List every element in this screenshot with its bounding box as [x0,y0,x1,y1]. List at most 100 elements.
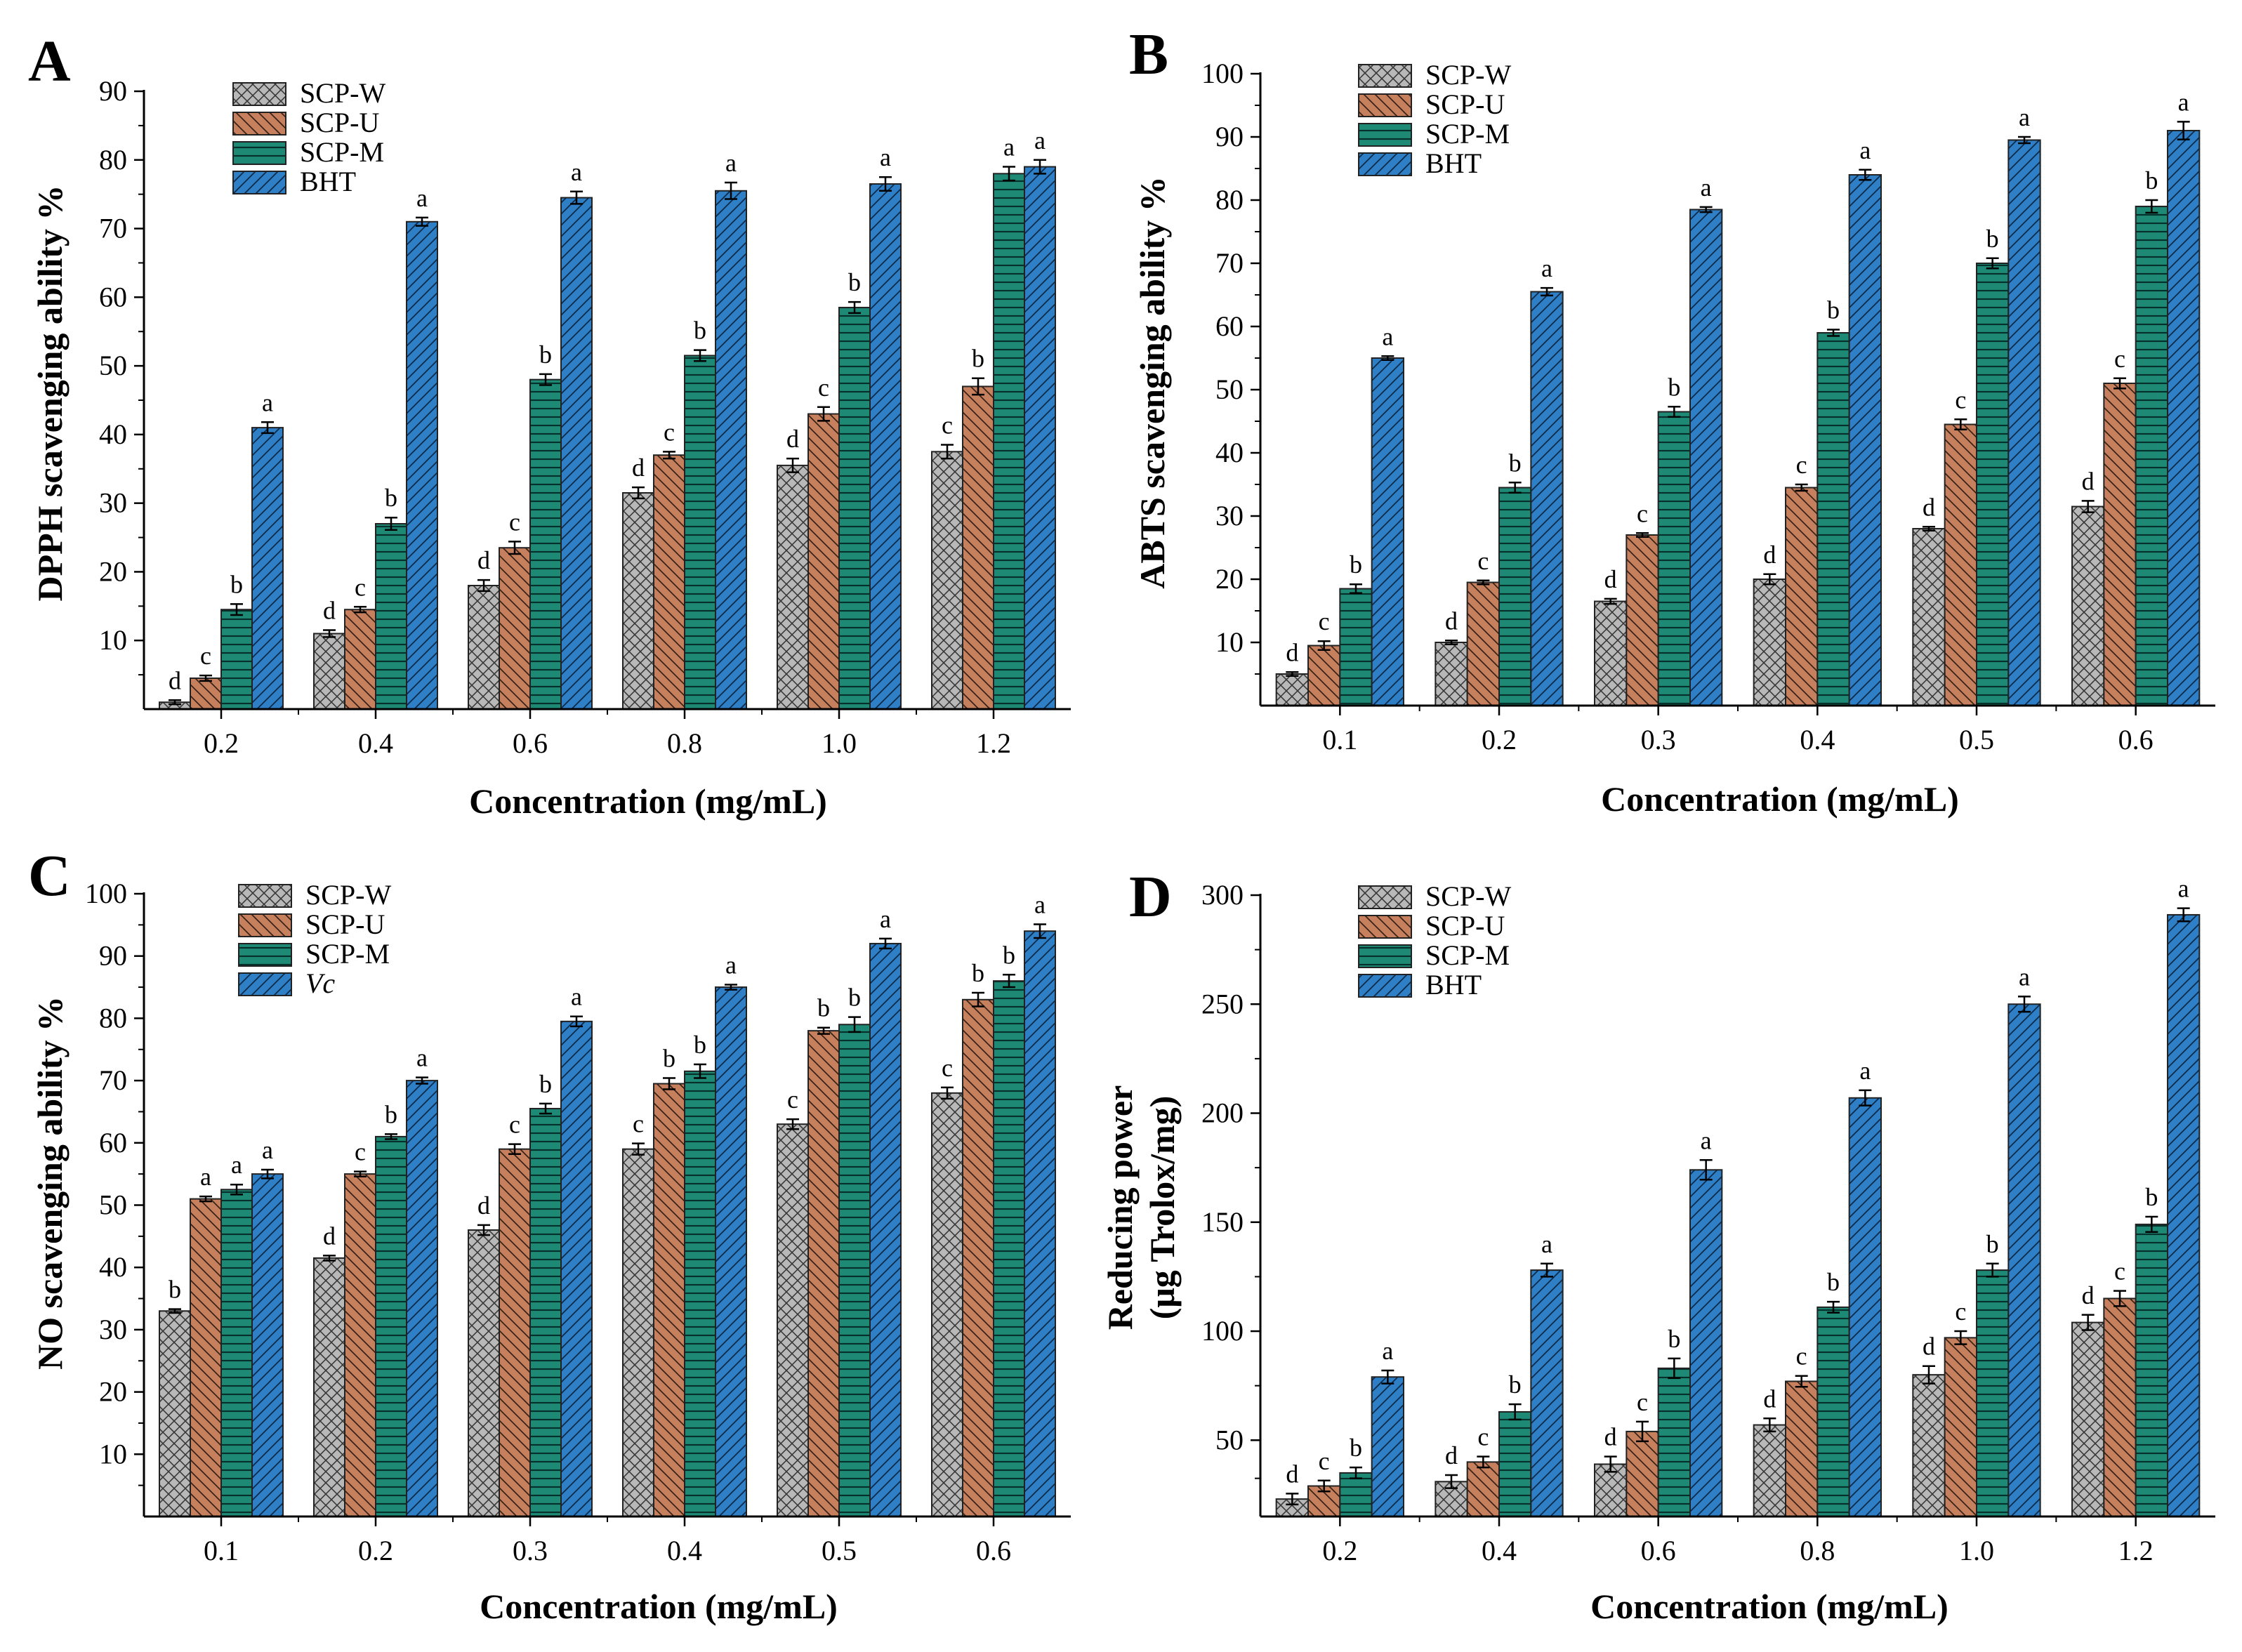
x-tick-label-B-0.5: 0.5 [1959,724,1994,755]
bar-B-bht-0.6 [2167,130,2201,706]
sig-letter-A-scp-u-0.6: c [509,508,520,536]
sig-letter-A-bht-0.8: a [725,149,737,177]
bar-C-scp-m-0.3 [529,1108,562,1517]
bar-C-vc-0.2 [406,1080,438,1517]
legend-label-A-scp-w: SCP-W [300,77,385,109]
bar-B-scp-w-0.4 [1753,579,1787,706]
sig-letter-D-scp-m-1.0: b [1986,1230,1999,1258]
sig-letter-A-scp-w-1.0: d [786,425,799,453]
sig-letter-B-bht-0.4: a [1859,136,1871,164]
sig-letter-C-scp-u-0.5: b [817,994,830,1022]
legend-swatch-B-bht [1358,152,1412,176]
bar-A-scp-m-0.6 [529,378,562,711]
bar-B-scp-m-0.3 [1657,411,1692,706]
sig-letter-C-scp-w-0.1: b [169,1276,181,1304]
bar-A-bht-0.4 [406,220,438,710]
bar-C-scp-w-0.6 [931,1092,963,1517]
legend-label-D-bht: BHT [1425,969,1482,1000]
y-tick-label-B-70: 70 [1215,247,1244,279]
bar-A-scp-u-1.0 [807,413,840,710]
sig-letter-B-scp-u-0.2: c [1477,547,1489,575]
legend-label-B-scp-u: SCP-U [1425,88,1505,120]
legend-swatch-D-bht [1358,974,1412,998]
bar-D-scp-m-0.4 [1498,1410,1532,1518]
bar-B-scp-w-0.2 [1435,642,1468,706]
x-tick-label-C-0.6: 0.6 [976,1535,1011,1566]
panel-C-letter: C [28,843,71,908]
sig-letter-A-scp-m-1.2: a [1003,133,1015,161]
bar-A-scp-m-0.8 [684,355,716,710]
bar-B-scp-m-0.1 [1339,588,1373,706]
sig-letter-C-scp-u-0.3: c [509,1111,520,1139]
sig-letter-D-scp-w-0.6: d [1604,1423,1617,1451]
bar-C-scp-u-0.4 [653,1083,685,1518]
x-tick-label-D-0.6: 0.6 [1641,1535,1676,1566]
y-tick-label-D-250: 250 [1201,988,1244,1019]
legend-label-C-scp-u: SCP-U [305,908,385,940]
bar-A-scp-w-1.2 [931,451,963,710]
sig-letter-C-scp-w-0.2: d [323,1222,336,1250]
bar-B-bht-0.1 [1371,357,1404,706]
y-tick-label-B-100: 100 [1201,58,1244,89]
bar-C-scp-m-0.4 [684,1070,716,1518]
x-tick-label-A-0.2: 0.2 [204,727,239,759]
sig-letter-C-scp-m-0.3: b [539,1070,552,1098]
x-tick-label-B-0.3: 0.3 [1641,724,1676,755]
legend-label-A-scp-u: SCP-U [300,107,379,138]
bar-C-scp-u-0.6 [962,998,994,1518]
sig-letter-B-scp-m-0.3: b [1668,373,1680,401]
sig-letter-C-scp-w-0.5: c [787,1085,798,1114]
legend-swatch-C-vc [238,972,292,996]
bar-D-bht-0.6 [1689,1169,1723,1518]
sig-letter-A-scp-u-1.0: c [818,374,829,402]
bar-D-scp-u-0.8 [1785,1380,1819,1517]
bar-A-scp-m-0.4 [375,523,407,710]
sig-letter-B-scp-w-0.3: d [1604,565,1617,593]
panel-A-x-title: Concentration (mg/mL) [469,781,827,821]
sig-letter-A-bht-0.2: a [262,388,273,416]
panel-B-x-title: Concentration (mg/mL) [1601,779,1959,819]
sig-letter-D-scp-m-0.6: b [1668,1325,1680,1353]
y-tick-label-D-150: 150 [1201,1206,1244,1238]
legend-label-B-scp-m: SCP-M [1425,118,1510,150]
bar-B-bht-0.2 [1530,291,1564,706]
sig-letter-B-bht-0.5: a [2019,103,2030,131]
sig-letter-A-scp-m-0.4: b [385,484,397,512]
bar-A-scp-u-0.4 [344,609,376,710]
panel-A-letter: A [28,29,71,94]
bar-C-scp-u-0.5 [807,1030,840,1517]
panel-D: D Reducing power (μg Trolox/mg) Concentr… [1100,864,1948,1626]
bar-A-scp-m-0.2 [220,609,253,710]
sig-letter-B-scp-m-0.6: b [2145,166,2158,194]
sig-letter-C-scp-w-0.4: c [633,1110,644,1138]
y-tick-label-B-40: 40 [1215,437,1244,468]
y-tick-label-C-70: 70 [99,1064,127,1096]
sig-letter-C-scp-u-0.6: b [972,959,984,987]
legend-swatch-A-bht [232,171,286,194]
bar-B-scp-u-0.5 [1944,423,1978,706]
panel-A: A DPPH scavenging ability % Concentratio… [28,29,827,821]
sig-letter-B-scp-m-0.2: b [1509,449,1522,477]
y-tick-label-C-50: 50 [99,1189,127,1221]
panel-D-letter: D [1129,864,1172,930]
x-tick-label-B-0.2: 0.2 [1482,724,1517,755]
x-tick-label-D-1.0: 1.0 [1959,1535,1994,1566]
bar-A-scp-w-0.4 [313,633,345,711]
y-tick-label-A-20: 20 [99,555,127,587]
sig-letter-B-scp-u-0.4: c [1796,451,1807,479]
legend-swatch-B-scp-w [1358,64,1412,88]
bar-B-scp-u-0.2 [1466,581,1501,706]
y-tick-label-A-60: 60 [99,281,127,312]
sig-letter-D-bht-1.2: a [2178,875,2189,903]
y-tick-label-B-30: 30 [1215,500,1244,531]
legend-label-A-bht: BHT [300,166,356,197]
y-tick-label-B-50: 50 [1215,374,1244,405]
bar-B-scp-u-0.3 [1626,534,1659,706]
sig-letter-C-vc-0.6: a [1034,890,1046,918]
y-tick-label-C-60: 60 [99,1127,127,1158]
panel-D-y-title-line2: (μg Trolox/mg) [1142,1096,1182,1320]
bar-A-scp-u-0.8 [653,454,685,710]
x-tick-label-B-0.6: 0.6 [2118,724,2154,755]
